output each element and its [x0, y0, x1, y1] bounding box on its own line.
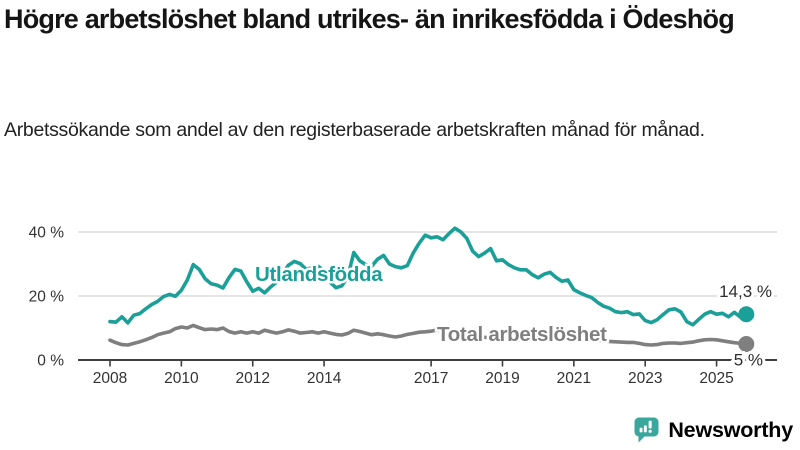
series-end-value-label-utlandsfodda: 14,3 % [719, 282, 772, 301]
x-axis-tick-label: 2012 [235, 370, 269, 387]
x-axis-tick-label: 2019 [485, 370, 519, 387]
bar-chart-speech-bubble-icon [634, 417, 659, 443]
page-title: Högre arbetslöshet bland utrikes- än inr… [4, 4, 735, 34]
newsworthy-logo: Newsworthy [633, 416, 793, 444]
series-line-total [108, 323, 749, 347]
brand-name: Newsworthy [668, 417, 793, 442]
x-axis-tick-label: 2025 [699, 370, 733, 387]
x-axis-tick-label: 2014 [307, 370, 342, 387]
x-axis-tick-label: 2008 [93, 370, 127, 387]
x-axis-tick-label: 2023 [628, 370, 662, 387]
series-end-value-label-total: 5 % [734, 351, 763, 370]
series-line-utlandsfodda [108, 226, 749, 327]
series-label-total: Total arbetslöshet [437, 323, 607, 346]
page-subtitle: Arbetssökande som andel av den registerb… [4, 119, 705, 141]
y-axis-tick-label: 40 % [29, 225, 65, 242]
series-end-dot-total [738, 336, 755, 352]
x-axis-tick-label: 2010 [164, 370, 199, 387]
y-axis-tick-label: 20 % [29, 289, 65, 306]
series-end-dot-utlandsfodda [738, 306, 755, 323]
y-axis-tick-label: 0 % [37, 353, 64, 370]
series-label-utlandsfodda: Utlandsfödda [255, 263, 383, 286]
x-axis-tick-label: 2017 [414, 370, 448, 387]
x-axis-tick-label: 2021 [557, 370, 591, 387]
